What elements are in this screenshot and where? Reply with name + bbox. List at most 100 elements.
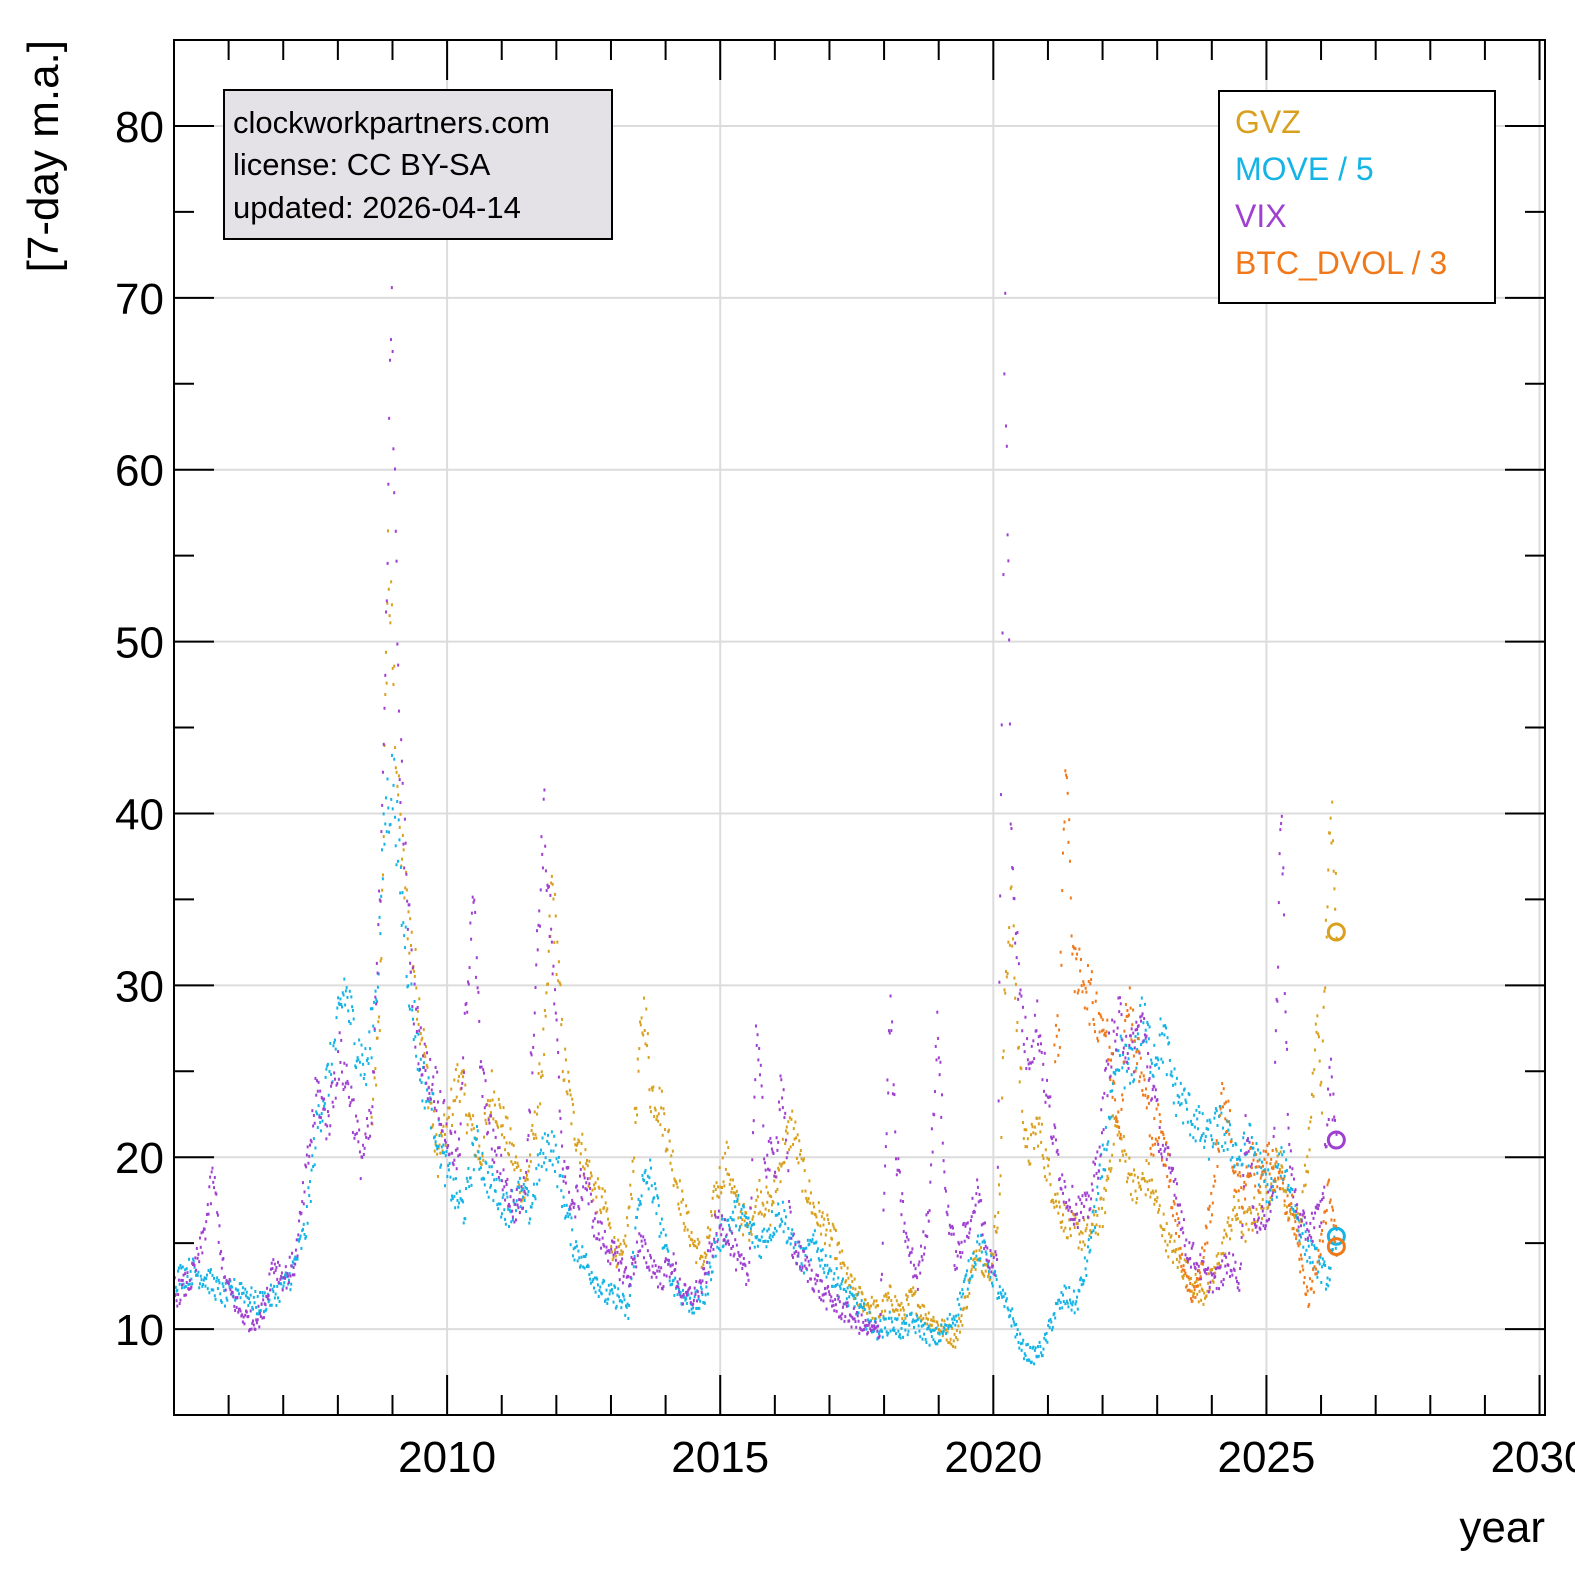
data-point [1045,1093,1048,1097]
data-point [1319,1083,1322,1087]
data-point [296,1257,299,1261]
data-point [857,1311,860,1315]
series-layer [174,286,1346,1366]
data-point [603,1229,606,1233]
data-point [1235,1218,1238,1222]
data-point [693,1239,696,1243]
data-point [1043,1166,1046,1170]
data-point [1182,1273,1185,1277]
data-point [1178,1254,1181,1258]
data-point [1160,1130,1163,1134]
data-point [393,815,396,819]
data-point [1169,1178,1172,1182]
data-point [440,1163,443,1167]
data-point [1184,1271,1187,1275]
data-point [781,1137,784,1141]
data-point [383,706,386,710]
data-point [1297,1218,1300,1222]
data-point [305,1204,308,1208]
data-point [507,1202,510,1206]
data-point [450,1198,453,1202]
data-point [713,1213,716,1217]
data-point [700,1290,703,1294]
data-point [354,1133,357,1137]
data-point [1304,1237,1307,1241]
data-point [670,1154,673,1158]
data-point [1328,1200,1331,1204]
data-point [538,1062,541,1066]
data-point [390,580,393,584]
data-point [800,1262,803,1266]
data-point [238,1282,241,1286]
data-point [753,1210,756,1214]
data-point [1202,1260,1205,1264]
data-point [1108,1167,1111,1171]
data-point [267,1300,270,1304]
data-point [696,1290,699,1294]
data-point [1303,1215,1306,1219]
data-point [1087,980,1090,984]
data-point [1145,1159,1148,1163]
data-point [1313,1265,1316,1269]
data-point [998,1285,1001,1289]
data-point [792,1232,795,1236]
data-point [610,1247,613,1251]
data-point [1008,1314,1011,1318]
data-point [288,1272,291,1276]
data-point [489,1185,492,1189]
data-point [988,1266,991,1270]
data-point [1124,1159,1127,1163]
data-point [1157,1149,1160,1153]
data-point [1200,1277,1203,1281]
data-point [1191,1283,1194,1287]
data-point [1185,1260,1188,1264]
data-point [1240,1186,1243,1190]
data-point [1189,1297,1192,1301]
data-point [324,1075,327,1079]
data-point [1147,1037,1150,1041]
data-point [306,1221,309,1225]
data-point [681,1302,684,1306]
data-point [663,1112,666,1116]
data-point [835,1309,838,1313]
data-point [451,1151,454,1155]
data-point [598,1238,601,1242]
data-point [1277,901,1280,905]
data-point [188,1287,191,1291]
data-point [184,1268,187,1272]
y-tick-label-40: 40 [115,790,164,839]
data-point [1116,1068,1119,1072]
data-point [222,1257,225,1261]
data-point [828,1267,831,1271]
data-point [895,1332,898,1336]
data-point [237,1310,240,1314]
data-point [1164,1024,1167,1028]
data-point [485,1103,488,1107]
data-point [996,1296,999,1300]
data-point [1148,1134,1151,1138]
data-point [532,1193,535,1197]
data-point [504,1198,507,1202]
data-point [711,1254,714,1258]
data-point [823,1242,826,1246]
data-point [638,1232,641,1236]
data-point [539,1148,542,1152]
data-point [470,1183,473,1187]
data-point [1292,1207,1295,1211]
data-point [735,1268,738,1272]
data-point [372,1024,375,1028]
data-point [1135,1201,1138,1205]
data-point [1040,1140,1043,1144]
data-point [1086,1223,1089,1227]
data-point [762,1124,765,1128]
data-point [1033,1362,1036,1366]
data-point [261,1291,264,1295]
data-point [1232,1208,1235,1212]
data-point [750,1233,753,1237]
data-point [1006,972,1009,976]
data-point [1113,1081,1116,1085]
data-point [1265,1191,1268,1195]
data-point [1236,1286,1239,1290]
data-point [399,801,402,805]
data-point [973,1265,976,1269]
